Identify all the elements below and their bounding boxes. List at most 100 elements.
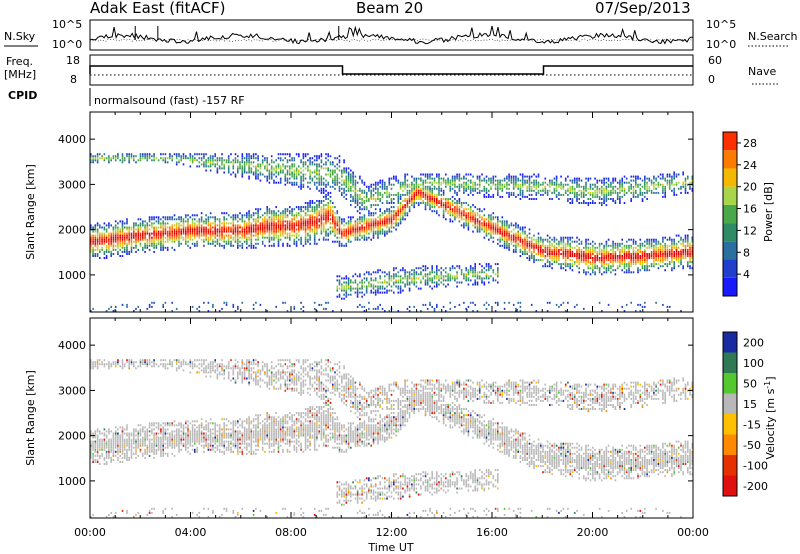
power-cell [282,153,284,156]
power-cell [546,191,549,194]
power-cell [422,183,424,186]
power-cell [255,230,257,233]
power-cell [356,224,359,227]
power-cell [399,181,402,184]
power-cell [530,175,533,178]
power-cell [501,226,504,229]
power-cell [567,187,569,190]
power-cell [481,265,483,268]
power-cell [359,212,361,215]
power-cell [454,185,456,188]
power-cell [397,193,400,196]
power-cell [607,191,610,194]
power-cell [110,240,112,243]
power-cell [506,238,508,241]
power-cell [478,271,481,274]
power-cell [639,261,642,264]
power-cell [329,230,332,233]
power-cell [431,271,433,274]
power-cell [598,301,601,304]
power-cell [402,208,404,211]
power-cell [248,163,250,166]
power-cell [492,212,495,215]
power-cell [304,226,307,229]
power-cell [189,159,192,162]
power-cell [248,171,250,174]
power-cell [234,216,237,219]
power-cell [234,232,237,235]
power-cell [508,232,510,235]
power-cell [354,189,357,192]
power-cell [463,275,465,278]
power-cell [440,281,443,284]
power-cell [469,210,472,213]
power-cell [309,222,311,225]
power-cell [205,153,207,156]
power-cell [259,208,262,211]
power-cell [612,200,614,202]
power-cell [397,179,400,182]
power-cell [549,183,551,186]
power-cell [354,232,357,235]
power-cell [537,183,540,186]
power-cell [275,175,277,178]
power-cell [298,206,300,209]
power-cell [623,253,626,255]
power-cell [386,214,388,217]
power-cell [241,216,244,219]
power-cell [327,153,329,156]
power-cell [298,228,300,231]
power-cell [404,206,406,209]
power-cell [295,240,298,243]
power-cell [334,228,336,231]
power-cell [191,232,194,235]
power-cell [630,200,632,202]
power-cell [363,208,366,211]
power-cell [472,267,474,270]
power-cell [123,246,126,249]
power-cell [623,191,626,194]
power-cell [501,220,504,223]
power-cell [309,173,311,176]
power-cell [277,236,280,239]
power-cell [94,155,97,158]
power-cell [381,202,384,204]
power-cell [467,224,470,227]
power-cell [282,244,284,247]
power-cell [341,175,343,178]
power-cell [338,232,341,235]
power-cell [607,257,610,259]
power-cell [180,232,182,235]
power-cell [533,198,535,200]
power-cell [454,198,456,200]
power-cell [327,208,329,211]
power-cell [411,198,413,200]
power-cell [632,189,635,192]
power-cell [356,285,359,288]
power-cell [594,261,596,264]
power-cell [630,183,632,186]
power-cell [442,189,445,192]
power-cell [478,175,481,178]
power-cell [442,177,445,180]
power-cell [295,220,298,223]
power-cell [133,157,135,160]
power-cell [386,222,388,225]
power-cell [521,191,524,194]
power-cell [286,179,289,182]
power-cell [343,234,345,237]
power-cell [92,238,94,241]
power-cell [592,183,594,186]
power-cell [103,228,106,231]
power-cell [126,228,128,231]
power-cell [463,202,465,204]
power-cell [508,179,510,182]
power-cell [562,187,565,190]
power-cell [198,310,201,312]
power-cell [295,236,298,239]
power-cell [564,189,567,192]
power-cell [320,222,323,225]
power-cell [257,214,259,217]
power-cell [203,228,205,231]
power-cell [187,240,189,243]
